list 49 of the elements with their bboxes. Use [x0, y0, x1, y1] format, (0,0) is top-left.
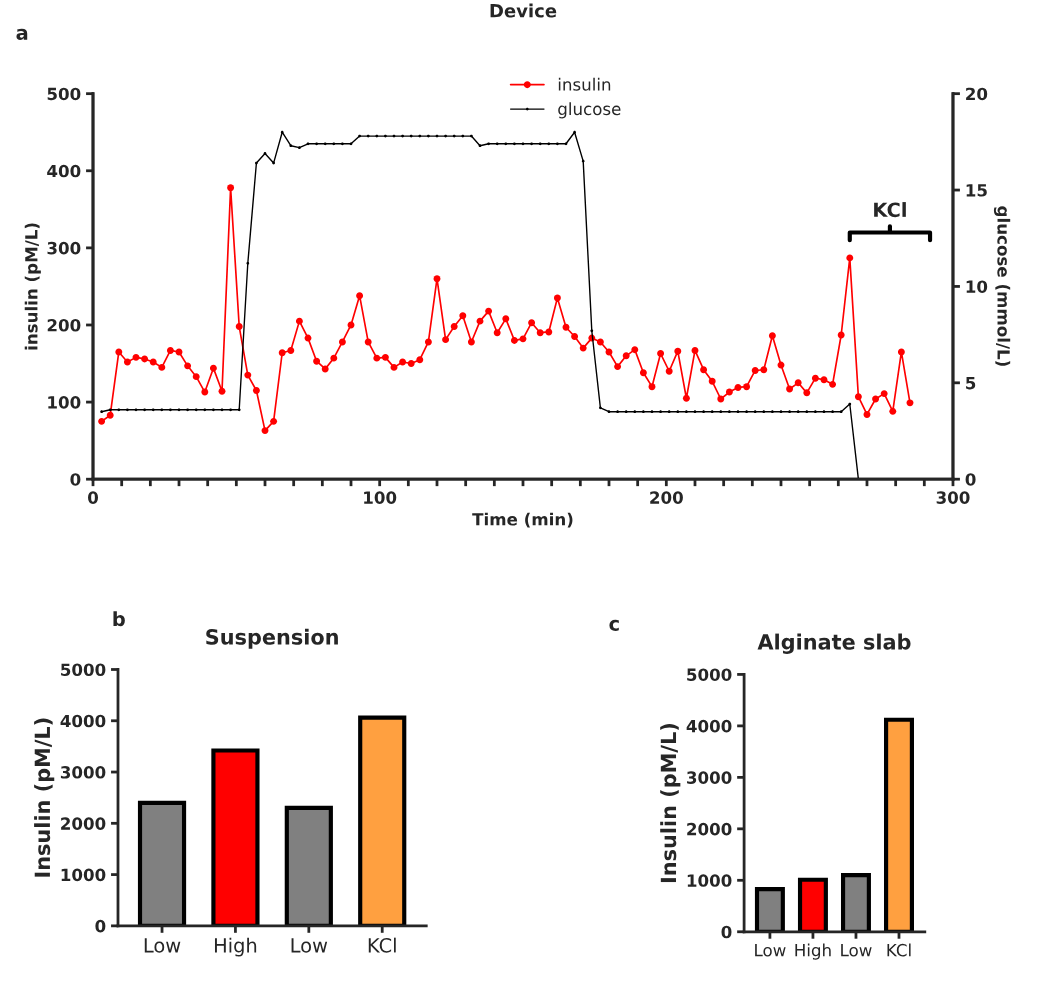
y-tick-label: 3000 — [687, 771, 732, 784]
y-tick-label: 0 — [95, 919, 106, 933]
y-tick-label: 200 — [47, 318, 81, 332]
y-tick-label: 2000 — [687, 822, 732, 836]
y2-tick-label: 0 — [965, 473, 976, 486]
y-tick-label: 1000 — [61, 868, 106, 882]
x-axis-title: Time (min) — [472, 512, 573, 528]
y-axis-title: insulin (pM/L) — [24, 223, 41, 350]
y2-axis-title: glucose (mmol/L) — [993, 206, 1011, 366]
annotation: KCl — [874, 202, 906, 218]
legend-label: glucose — [558, 102, 621, 119]
x-tick-label: 300 — [936, 491, 970, 504]
x-tick-label: KCl — [368, 937, 396, 953]
text: b — [113, 611, 125, 627]
chart-title: Alginate slab — [757, 633, 911, 654]
x-tick-label: 200 — [650, 491, 683, 504]
x-tick-label: Low — [841, 944, 872, 957]
text: a — [16, 28, 28, 40]
y-tick-label: 0 — [70, 473, 81, 486]
legend-label: insulin — [558, 77, 611, 91]
y2-tick-label: 20 — [966, 87, 988, 101]
y-tick-label: 400 — [47, 164, 81, 178]
y-tick-label: 0 — [721, 925, 732, 939]
y-tick-label: 300 — [47, 241, 81, 255]
y-tick-label: 2000 — [61, 817, 106, 830]
x-tick-label: Low — [291, 938, 328, 953]
x-tick-label: High — [795, 943, 831, 960]
line-series — [100, 130, 860, 480]
y-tick-label: 1000 — [687, 874, 732, 887]
y-tick-label: 4000 — [686, 719, 732, 733]
chart-title: Suspension — [206, 628, 338, 649]
y-tick-label: 5000 — [687, 668, 732, 681]
y2-tick-label: 5 — [966, 377, 976, 390]
y-tick-label: 100 — [48, 396, 81, 409]
y2-tick-label: 15 — [966, 184, 987, 197]
x-tick-label: KCl — [887, 943, 911, 957]
y-tick-label: 5000 — [61, 663, 106, 677]
y-axis-title: Insulin (pM/L) — [660, 724, 681, 883]
x-tick-label: 100 — [364, 491, 397, 504]
y-tick-label: 3000 — [60, 766, 106, 779]
text: c — [609, 619, 619, 631]
chart-title: Device — [490, 3, 557, 18]
x-tick-label: Low — [144, 938, 181, 953]
x-tick-label: Low — [755, 944, 786, 957]
y-axis-title: Insulin (pM/L) — [34, 718, 55, 877]
y-tick-label: 4000 — [60, 714, 106, 728]
x-tick-label: High — [214, 937, 257, 957]
y2-tick-label: 10 — [966, 280, 988, 293]
y-tick-label: 500 — [47, 87, 81, 101]
